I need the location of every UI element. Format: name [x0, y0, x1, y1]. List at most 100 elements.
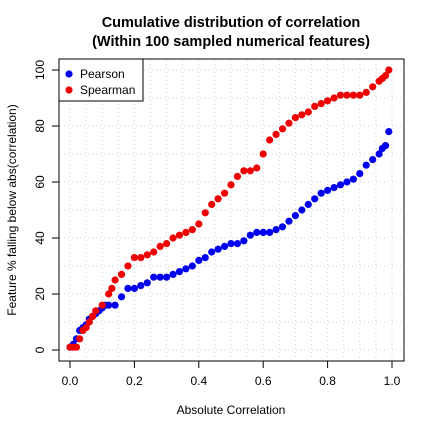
point-pearson [137, 282, 145, 290]
point-pearson [356, 170, 364, 178]
point-spearman [317, 100, 325, 108]
point-pearson [188, 262, 196, 270]
point-spearman [385, 66, 393, 74]
point-spearman [291, 114, 299, 122]
point-pearson [111, 301, 119, 309]
point-spearman [324, 97, 332, 105]
y-tick-label: 40 [33, 231, 47, 245]
point-pearson [130, 284, 138, 292]
y-tick-label: 60 [33, 175, 47, 189]
point-pearson [227, 240, 235, 248]
legend-label-pearson: Pearson [80, 67, 125, 81]
point-spearman [266, 136, 274, 144]
x-tick-label: 0.8 [319, 374, 336, 388]
point-spearman [76, 335, 84, 343]
point-pearson [220, 242, 229, 250]
legend-label-spearman: Spearman [80, 83, 135, 97]
point-spearman [98, 301, 106, 309]
legend-box [58, 58, 144, 102]
point-spearman [285, 119, 293, 127]
point-spearman [105, 290, 113, 298]
point-spearman [220, 189, 229, 197]
point-spearman [343, 91, 351, 99]
y-tick-label: 0 [33, 346, 47, 353]
point-spearman [143, 251, 151, 259]
point-spearman [311, 102, 319, 110]
point-spearman [169, 234, 177, 242]
point-spearman [330, 94, 338, 102]
legend: Pearson Spearman [58, 58, 144, 102]
point-spearman [208, 200, 216, 208]
point-spearman [369, 83, 377, 91]
point-spearman [111, 276, 119, 284]
point-pearson [150, 273, 158, 281]
point-pearson [324, 186, 332, 194]
point-spearman [240, 167, 248, 175]
legend-marker-pearson [65, 70, 73, 78]
point-spearman [304, 108, 312, 116]
point-spearman [85, 318, 93, 326]
point-pearson [298, 206, 306, 214]
point-spearman [336, 91, 345, 99]
legend-marker-spearman [65, 86, 73, 94]
point-spearman [278, 125, 287, 133]
point-spearman [356, 91, 364, 99]
point-pearson [278, 223, 287, 231]
x-tick-label: 1.0 [384, 374, 401, 388]
point-spearman [253, 164, 261, 172]
point-pearson [266, 228, 274, 236]
point-pearson [375, 150, 383, 158]
point-pearson [349, 175, 357, 183]
point-pearson [362, 161, 370, 169]
x-tick-label: 0.4 [190, 374, 207, 388]
point-pearson [369, 156, 377, 164]
point-pearson [124, 284, 132, 292]
x-tick-label: 0.6 [255, 374, 272, 388]
point-spearman [124, 262, 132, 270]
point-spearman [246, 167, 254, 175]
point-spearman [349, 91, 357, 99]
point-spearman [150, 248, 158, 256]
point-pearson [201, 254, 209, 262]
point-pearson [343, 178, 351, 186]
point-pearson [163, 273, 171, 281]
x-axis-label: Absolute Correlation [177, 403, 286, 417]
point-spearman [381, 72, 390, 80]
point-spearman [130, 254, 138, 262]
point-pearson [259, 228, 267, 236]
point-spearman [156, 242, 164, 250]
point-spearman [188, 226, 196, 234]
point-pearson [156, 273, 164, 281]
point-pearson [233, 240, 242, 248]
point-spearman [88, 312, 97, 320]
y-tick-label: 100 [33, 60, 47, 80]
plot-frame [58, 58, 405, 362]
point-pearson [195, 256, 203, 264]
point-pearson [143, 279, 151, 287]
point-pearson [182, 265, 190, 273]
point-spearman [117, 270, 126, 278]
y-tick-label: 80 [33, 119, 47, 133]
y-axis: 0 20 40 60 80 100 [33, 60, 59, 353]
point-pearson [175, 268, 184, 276]
point-spearman [72, 343, 81, 351]
point-pearson [272, 226, 280, 234]
point-spearman [137, 254, 145, 262]
point-spearman [195, 220, 203, 228]
data-points [66, 66, 393, 351]
point-pearson [381, 142, 390, 150]
point-pearson [105, 301, 113, 309]
chart-subtitle: (Within 100 sampled numerical features) [92, 34, 370, 50]
x-tick-label: 0.0 [62, 374, 79, 388]
point-pearson [304, 200, 312, 208]
point-pearson [214, 245, 222, 253]
point-pearson [291, 212, 299, 220]
series-spearman [66, 66, 393, 351]
point-pearson [336, 181, 345, 189]
point-spearman [298, 111, 306, 119]
point-spearman [214, 195, 222, 203]
point-pearson [253, 228, 261, 236]
point-spearman [108, 284, 116, 292]
point-pearson [246, 231, 254, 239]
